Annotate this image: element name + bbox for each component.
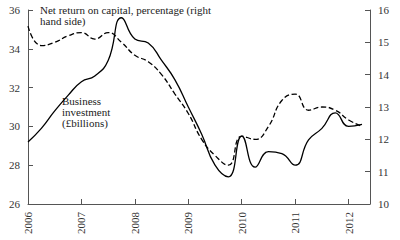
svg-text:2011: 2011 xyxy=(289,212,301,234)
svg-text:15: 15 xyxy=(378,36,390,48)
svg-text:2006: 2006 xyxy=(22,212,34,235)
svg-text:(£billions): (£billions) xyxy=(62,117,108,130)
svg-text:hand side): hand side) xyxy=(40,15,86,28)
svg-text:28: 28 xyxy=(9,159,21,171)
svg-text:2008: 2008 xyxy=(129,212,141,235)
svg-text:13: 13 xyxy=(378,101,390,113)
svg-text:16: 16 xyxy=(378,4,390,16)
svg-text:30: 30 xyxy=(9,120,21,132)
svg-text:Net return on capital, percent: Net return on capital, percentage (right xyxy=(40,3,214,16)
svg-text:2009: 2009 xyxy=(182,212,194,235)
svg-text:14: 14 xyxy=(378,69,390,81)
svg-text:34: 34 xyxy=(9,43,21,55)
svg-text:Business: Business xyxy=(62,94,104,107)
svg-text:10: 10 xyxy=(378,198,390,210)
svg-text:investment: investment xyxy=(62,105,113,118)
svg-text:2007: 2007 xyxy=(75,212,87,235)
svg-text:32: 32 xyxy=(9,82,20,94)
svg-text:2010: 2010 xyxy=(236,212,248,235)
svg-text:2012: 2012 xyxy=(343,212,355,234)
svg-text:11: 11 xyxy=(378,166,389,178)
svg-text:12: 12 xyxy=(378,133,389,145)
svg-text:36: 36 xyxy=(9,4,21,16)
svg-text:26: 26 xyxy=(9,198,21,210)
